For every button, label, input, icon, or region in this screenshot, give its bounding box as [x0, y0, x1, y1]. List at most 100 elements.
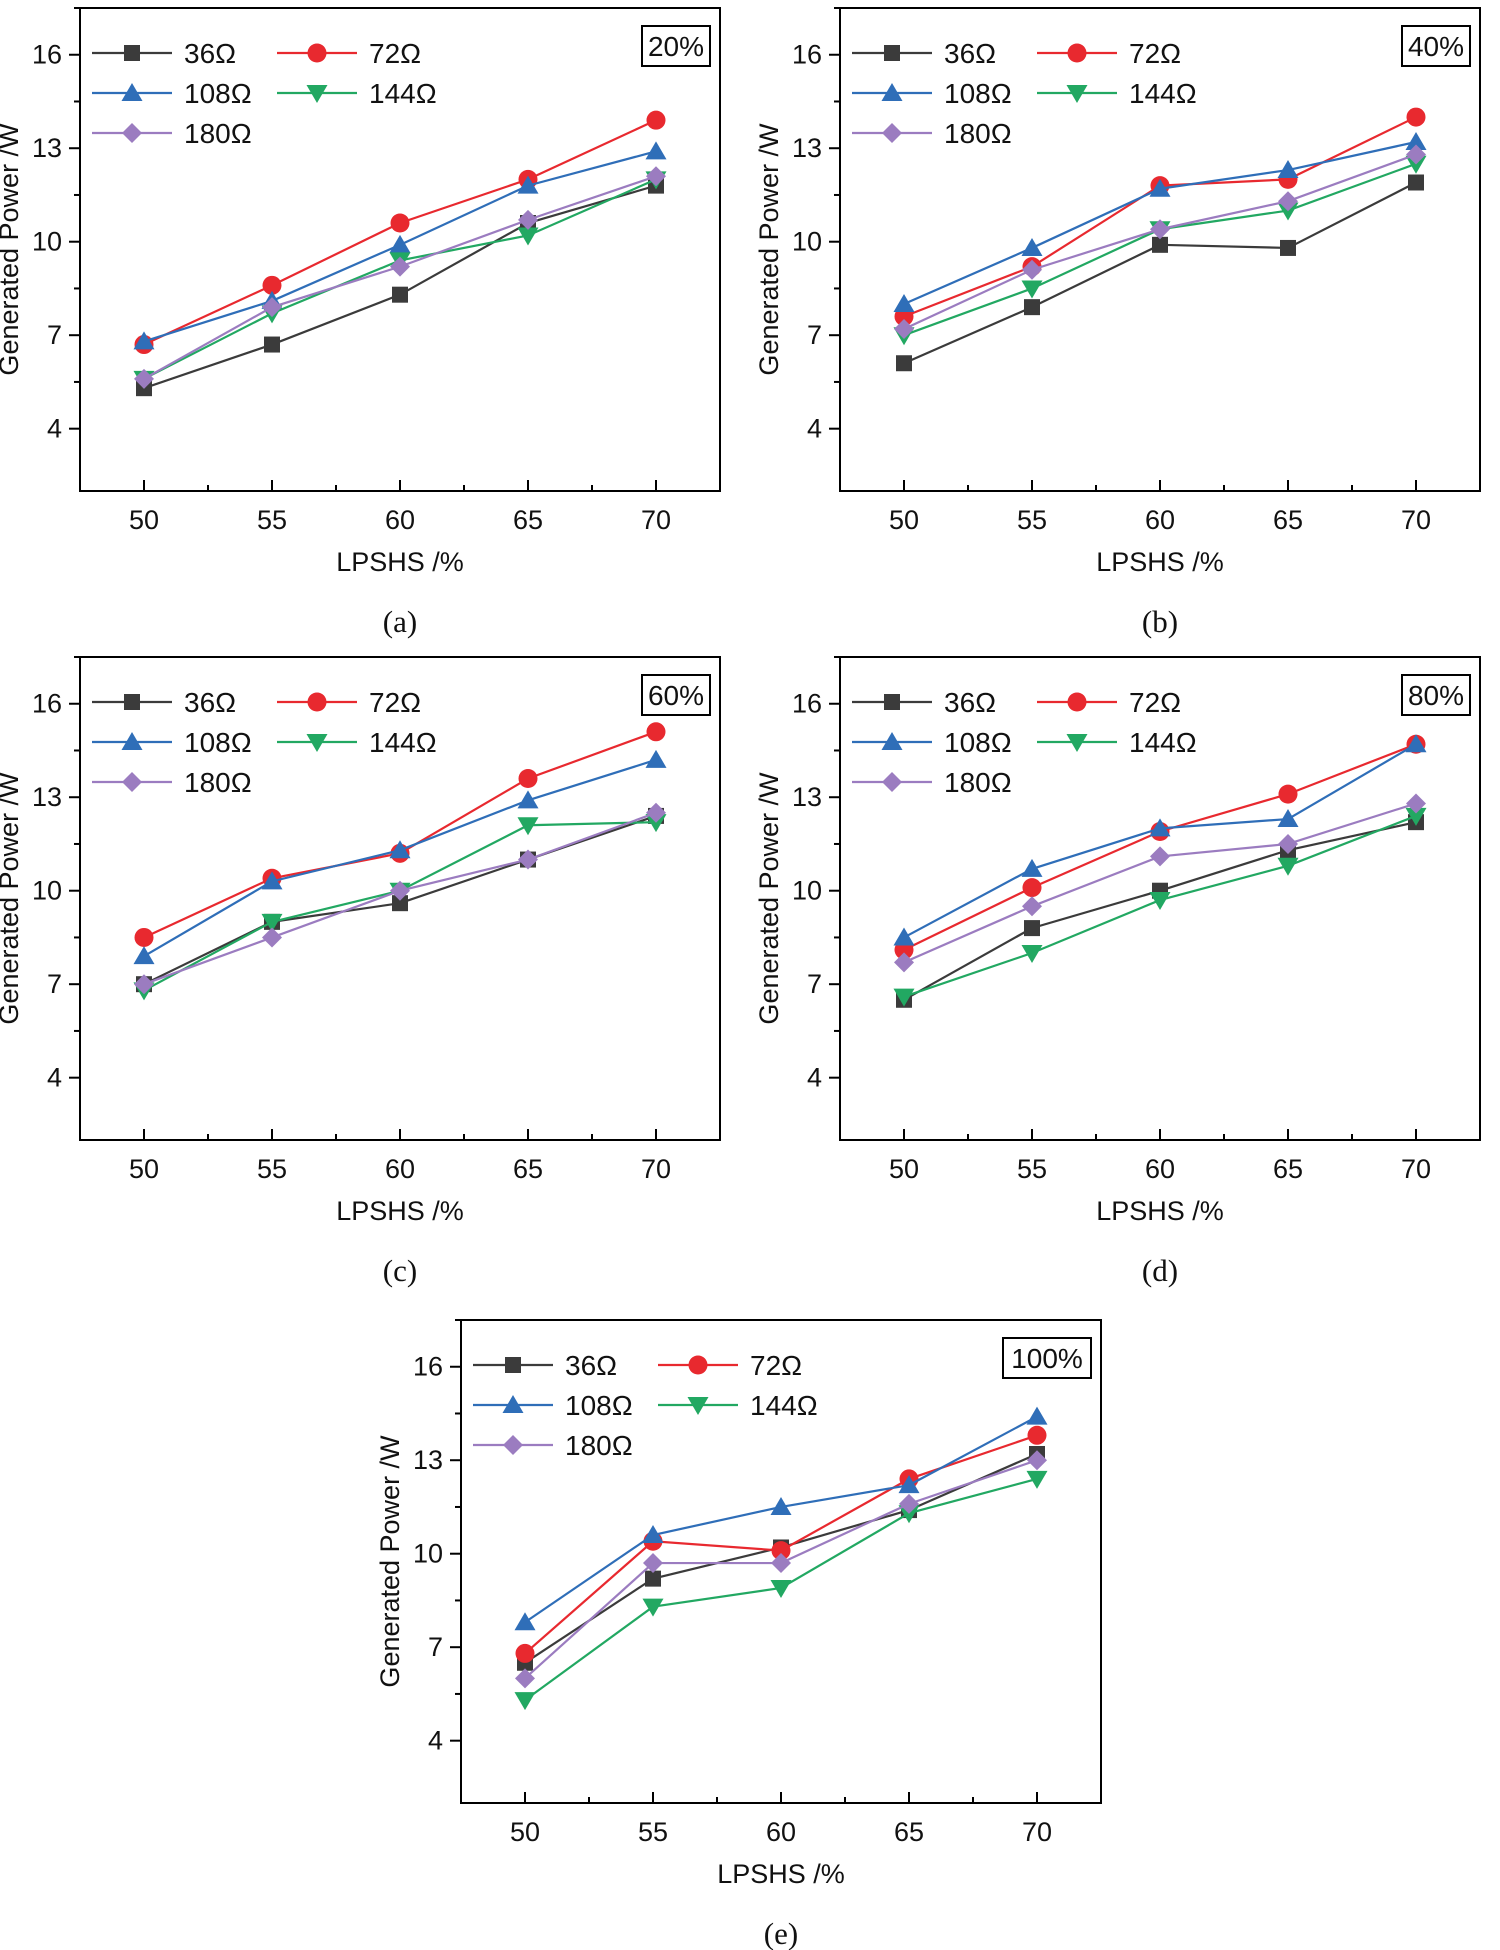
data-point-36-ohm	[1280, 239, 1296, 256]
data-point-36-ohm	[1152, 236, 1168, 253]
panel-caption: (b)	[1142, 604, 1178, 639]
data-point-180-ohm	[1022, 259, 1042, 280]
legend-label-108-ohm: 108Ω	[944, 78, 1012, 109]
legend-label-108-ohm: 108Ω	[184, 78, 252, 109]
percentage-badge	[1002, 1337, 1092, 1379]
data-point-36-ohm	[1024, 299, 1040, 316]
data-point-108-ohm	[1021, 237, 1043, 256]
x-tick-label: 55	[257, 1154, 287, 1184]
legend-label-180-ohm: 180Ω	[184, 767, 252, 798]
x-tick-label: 60	[385, 1154, 415, 1184]
data-point-180-ohm	[134, 974, 154, 995]
x-axis-title: LPSHS /%	[1096, 547, 1224, 577]
data-point-144-ohm	[1021, 945, 1043, 964]
x-tick-label: 50	[889, 1154, 919, 1184]
legend-label-72-ohm: 72Ω	[369, 38, 421, 69]
legend-marker-36-ohm	[124, 45, 140, 61]
chart-panel-c: 50 55 60 65 70 4 7 10 13 16 LPSHS /% Generated Powe…	[0, 656, 721, 1288]
data-point-180-ohm	[262, 297, 282, 318]
y-tick-label: 10	[32, 876, 62, 906]
legend: 36Ω 72Ω 108Ω 144Ω 180Ω	[473, 1350, 818, 1461]
legend-label-108-ohm: 108Ω	[184, 727, 252, 758]
y-tick-label: 10	[32, 227, 62, 257]
data-point-144-ohm	[1405, 807, 1427, 826]
chart-panel-e: 50 55 60 65 70 4 7 10 13 16 LPSHS /% Generated Powe…	[375, 1319, 1102, 1950]
legend-label-180-ohm: 180Ω	[944, 767, 1012, 798]
data-point-180-ohm	[1150, 846, 1170, 867]
legend-label-144-ohm: 144Ω	[369, 727, 437, 758]
legend-label-36-ohm: 36Ω	[184, 687, 236, 718]
legend-marker-72-ohm	[307, 692, 327, 712]
y-tick-label: 7	[47, 969, 62, 999]
data-point-144-ohm	[645, 814, 667, 833]
data-point-180-ohm	[262, 927, 282, 948]
x-tick-label: 65	[1273, 505, 1303, 535]
series-line-180-ohm	[143, 175, 657, 380]
x-tick-label: 65	[894, 1817, 924, 1847]
legend-label-72-ohm: 72Ω	[1129, 687, 1181, 718]
data-point-108-ohm	[514, 1612, 536, 1631]
legend-marker-36-ohm	[884, 694, 900, 710]
data-point-36-ohm	[392, 286, 408, 303]
panel-caption: (d)	[1142, 1253, 1178, 1288]
percentage-badge	[1401, 674, 1471, 716]
panel-caption: (c)	[383, 1253, 417, 1288]
legend-marker-144-ohm	[1066, 85, 1088, 103]
x-tick-label: 70	[1022, 1817, 1052, 1847]
legend-label-180-ohm: 180Ω	[565, 1430, 633, 1461]
x-tick-label: 50	[510, 1817, 540, 1847]
data-point-180-ohm	[894, 318, 914, 339]
legend-label-180-ohm: 180Ω	[944, 118, 1012, 149]
data-point-144-ohm	[770, 1579, 792, 1598]
y-tick-label: 10	[413, 1539, 443, 1569]
legend-marker-108-ohm	[502, 1395, 524, 1413]
data-point-180-ohm	[894, 952, 914, 973]
data-point-108-ohm	[389, 840, 411, 859]
data-point-36-ohm	[896, 355, 912, 372]
legend-marker-108-ohm	[121, 83, 143, 101]
data-point-72-ohm	[1027, 1425, 1047, 1445]
percentage-badge-text: 100%	[1011, 1343, 1083, 1374]
y-axis-title: Generated Power /W	[754, 123, 784, 376]
y-tick-label: 10	[792, 227, 822, 257]
y-axis-title: Generated Power /W	[375, 1435, 405, 1688]
y-tick-label: 16	[32, 689, 62, 719]
x-tick-label: 50	[889, 505, 919, 535]
legend-marker-108-ohm	[881, 83, 903, 101]
data-point-144-ohm	[517, 817, 539, 836]
data-point-72-ohm	[771, 1541, 791, 1561]
data-point-180-ohm	[1278, 833, 1298, 854]
data-point-108-ohm	[1149, 818, 1171, 837]
y-tick-label: 7	[428, 1632, 443, 1662]
data-point-108-ohm	[1277, 160, 1299, 179]
data-point-144-ohm	[1277, 202, 1299, 221]
data-point-144-ohm	[1405, 155, 1427, 174]
legend-label-108-ohm: 108Ω	[944, 727, 1012, 758]
data-point-144-ohm	[517, 227, 539, 246]
series-line-144-ohm	[143, 178, 657, 380]
data-point-108-ohm	[770, 1496, 792, 1515]
x-tick-label: 60	[1145, 1154, 1175, 1184]
data-point-180-ohm	[518, 209, 538, 230]
legend-marker-72-ohm	[1067, 43, 1087, 63]
data-point-144-ohm	[893, 988, 915, 1007]
legend-marker-144-ohm	[306, 85, 328, 103]
percentage-badge	[641, 674, 711, 716]
data-point-180-ohm	[1278, 191, 1298, 212]
legend-marker-36-ohm	[505, 1357, 521, 1373]
y-tick-label: 4	[428, 1726, 443, 1756]
chart-panel-b: 50 55 60 65 70 4 7 10 13 16 LPSHS /% Generated Powe…	[754, 7, 1481, 639]
legend-marker-108-ohm	[121, 732, 143, 750]
legend-label-144-ohm: 144Ω	[1129, 727, 1197, 758]
data-point-180-ohm	[1027, 1450, 1047, 1471]
x-tick-label: 55	[638, 1817, 668, 1847]
data-point-72-ohm	[646, 110, 666, 130]
y-tick-label: 13	[792, 133, 822, 163]
data-point-144-ohm	[1277, 857, 1299, 876]
y-tick-label: 13	[413, 1445, 443, 1475]
percentage-badge-text: 80%	[1408, 680, 1464, 711]
percentage-badge-text: 40%	[1408, 31, 1464, 62]
data-point-144-ohm	[1026, 1470, 1048, 1489]
legend-marker-144-ohm	[687, 1397, 709, 1415]
